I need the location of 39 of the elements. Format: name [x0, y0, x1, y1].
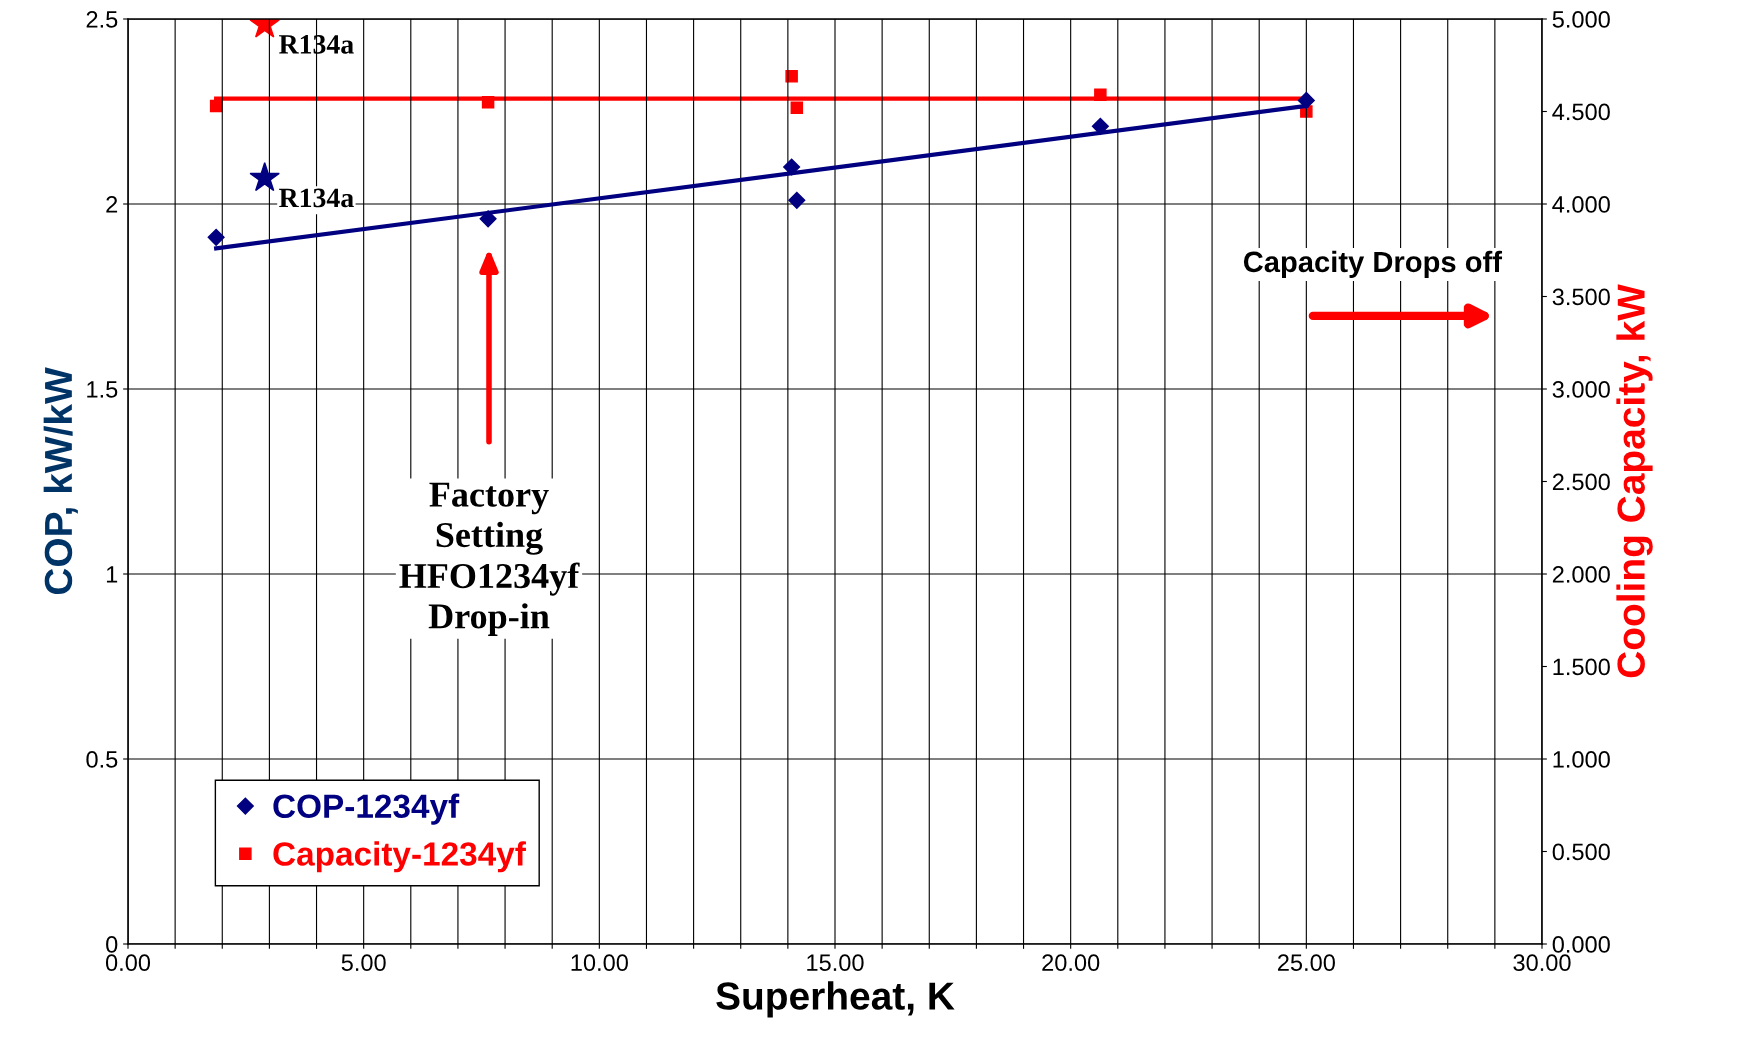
point — [479, 210, 497, 228]
annotation: Factory Setting HFO1234yf Drop-in — [399, 482, 580, 636]
y-tick-label: 1 — [106, 566, 118, 583]
y-tick-label: 0 — [106, 936, 118, 953]
y2-tick-label: 4.000 — [1552, 196, 1610, 213]
y2-tick-label: 0.500 — [1552, 843, 1610, 861]
y2-tick-label: 3.000 — [1552, 381, 1610, 398]
y2-tick-label: 1.500 — [1553, 658, 1610, 676]
y-axis-title: COP, kW/kW — [43, 367, 78, 595]
y2-tick-label: 2.500 — [1552, 473, 1610, 491]
point — [249, 162, 280, 192]
y2-tick-label: 3.500 — [1552, 288, 1610, 306]
point — [207, 228, 225, 246]
y2-tick-label: 1.000 — [1553, 751, 1610, 768]
x-tick-label: 0.00 — [105, 954, 151, 972]
x-tick-label: 15.00 — [807, 954, 864, 972]
legend-label: Capacity-1234yf — [273, 841, 526, 873]
point — [1297, 91, 1315, 109]
x-tick-label: 10.00 — [571, 954, 628, 972]
y-tick-label: 2 — [106, 196, 118, 213]
y2-axis-title: Cooling Capacity, kW — [1616, 284, 1653, 678]
y2-tick-label: 0.000 — [1552, 936, 1610, 953]
legend-label: COP-1234yf — [273, 793, 460, 825]
y2-tick-label: 2.000 — [1552, 566, 1610, 583]
y-tick-label: 1.5 — [87, 381, 118, 398]
x-tick-label: 20.00 — [1042, 954, 1100, 972]
y2-tick-label: 5.000 — [1552, 11, 1610, 28]
x-tick-label: 5.00 — [341, 954, 386, 972]
point — [1091, 117, 1109, 135]
y-tick-label: 2.5 — [86, 11, 118, 28]
y2-tick-label: 4.500 — [1552, 103, 1610, 121]
point — [783, 158, 801, 176]
x-axis-title: Superheat, K — [716, 981, 955, 1018]
point — [788, 191, 806, 209]
x-tick-label: 30.00 — [1513, 954, 1571, 972]
x-tick-label: 25.00 — [1277, 954, 1335, 972]
annotation: Capacity Drops off — [1243, 250, 1503, 278]
series-label: R134a — [279, 188, 354, 208]
y-tick-label: 0.5 — [86, 751, 118, 768]
